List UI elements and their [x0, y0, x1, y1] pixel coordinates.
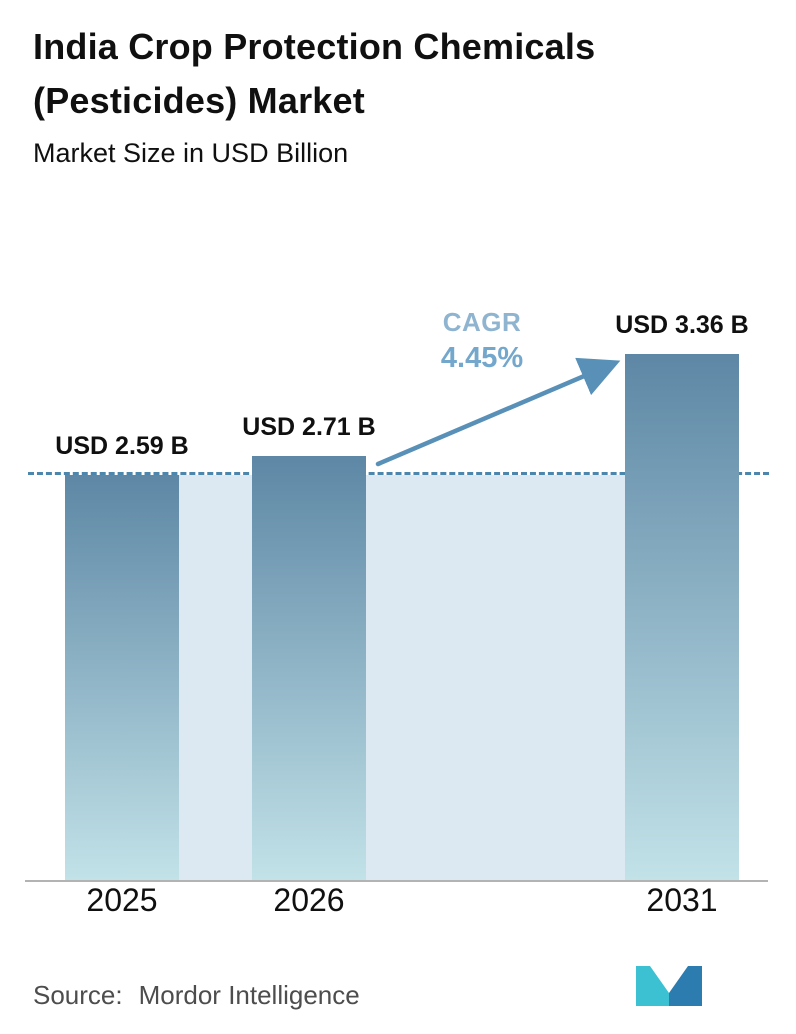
- x-label-2031: 2031: [646, 882, 718, 918]
- x-label-2025: 2025: [86, 882, 158, 918]
- x-label-2026: 2026: [273, 882, 345, 918]
- source-value: Mordor Intelligence: [138, 980, 360, 1010]
- cagr-label: CAGR: [442, 307, 522, 337]
- value-label-2025: USD 2.59 B: [55, 432, 189, 460]
- bar-2031: [625, 354, 739, 880]
- value-label-2026: USD 2.71 B: [242, 413, 376, 441]
- value-label-2031: USD 3.36 B: [615, 311, 749, 339]
- x-axis-line: [25, 880, 768, 882]
- cagr-value: 4.45%: [440, 341, 524, 374]
- cagr-annotation: CAGR 4.45%: [441, 306, 523, 377]
- dashed-reference-line: [28, 472, 769, 475]
- mordor-intelligence-logo-icon: [636, 966, 702, 1006]
- chart-title: India Crop Protection Chemicals (Pestici…: [33, 26, 596, 121]
- plot-area: USD 2.59 B USD 2.71 B USD 3.36 B CAGR 4.…: [25, 270, 769, 918]
- bar-2025: [65, 475, 179, 880]
- source-label: Source:: [33, 980, 123, 1010]
- source-attribution: Source: Mordor Intelligence: [33, 980, 360, 1011]
- chart-subtitle: Market Size in USD Billion: [33, 138, 349, 168]
- bar-2026: [252, 456, 366, 880]
